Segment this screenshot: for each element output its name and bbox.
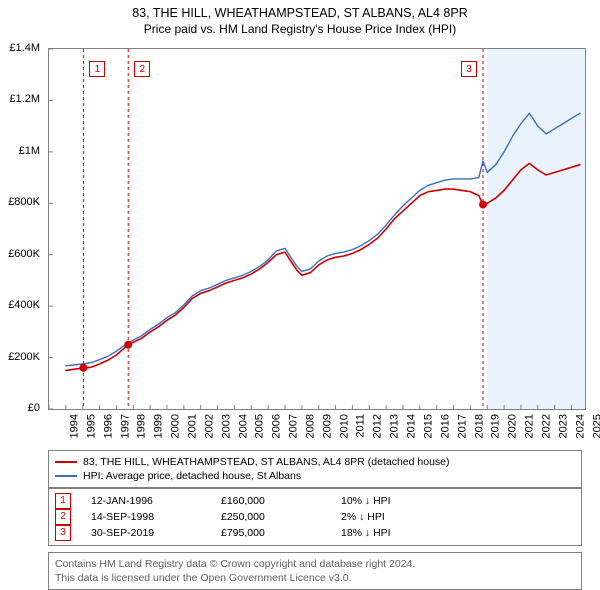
transaction-date: 14-SEP-1998 [91, 510, 221, 524]
legend-row: 83, THE HILL, WHEATHAMPSTEAD, ST ALBANS,… [55, 455, 575, 469]
x-tick-label: 2021 [524, 414, 536, 438]
transaction-delta: 10% ↓ HPI [341, 494, 461, 508]
transaction-row: 2 14-SEP-1998£250,0002% ↓ HPI [55, 509, 575, 525]
x-tick-label: 2011 [354, 414, 366, 438]
transaction-price: £160,000 [221, 494, 341, 508]
x-tick-label: 2023 [557, 414, 569, 438]
y-tick-label: £200K [8, 351, 40, 363]
x-tick-label: 2015 [422, 414, 434, 438]
transaction-price: £795,000 [221, 526, 341, 540]
y-tick-label: £0 [28, 402, 40, 414]
license-line-2: This data is licensed under the Open Gov… [55, 571, 575, 585]
x-tick-label: 2020 [507, 414, 519, 438]
title-line-1: 83, THE HILL, WHEATHAMPSTEAD, ST ALBANS,… [0, 6, 600, 22]
x-tick-label: 2019 [490, 414, 502, 438]
transaction-marker-badge: 3 [461, 61, 477, 77]
legend-swatch [55, 475, 77, 477]
transaction-price: £250,000 [221, 510, 341, 524]
transaction-date: 12-JAN-1996 [91, 494, 221, 508]
x-tick-label: 2003 [220, 414, 232, 438]
y-tick-label: £600K [8, 248, 40, 260]
x-tick-label: 2024 [574, 414, 586, 438]
chart-title: 83, THE HILL, WHEATHAMPSTEAD, ST ALBANS,… [0, 0, 600, 37]
y-tick-label: £1.2M [9, 93, 40, 105]
x-tick-label: 2013 [389, 414, 401, 438]
transaction-marker-badge: 1 [89, 61, 105, 77]
x-tick-label: 2017 [456, 414, 468, 438]
transaction-marker-badge: 2 [134, 61, 150, 77]
x-tick-label: 2001 [186, 414, 198, 438]
license-notice: Contains HM Land Registry data © Crown c… [48, 552, 582, 590]
y-tick-label: £400K [8, 299, 40, 311]
y-tick-label: £1.4M [9, 42, 40, 54]
transaction-date: 30-SEP-2019 [91, 526, 221, 540]
transaction-badge: 2 [55, 509, 71, 525]
x-tick-label: 1995 [85, 414, 97, 438]
x-tick-label: 2012 [372, 414, 384, 438]
transaction-delta: 2% ↓ HPI [341, 510, 461, 524]
legend-label: HPI: Average price, detached house, St A… [83, 469, 301, 483]
x-tick-label: 2008 [304, 414, 316, 438]
x-tick-label: 2006 [271, 414, 283, 438]
y-tick-label: £800K [8, 196, 40, 208]
x-tick-label: 2025 [591, 414, 600, 438]
legend-label: 83, THE HILL, WHEATHAMPSTEAD, ST ALBANS,… [83, 455, 450, 469]
x-tick-label: 2004 [237, 414, 249, 438]
legend-swatch [55, 461, 77, 463]
x-tick-label: 1997 [119, 414, 131, 438]
title-line-2: Price paid vs. HM Land Registry's House … [0, 22, 600, 37]
x-tick-label: 2002 [203, 414, 215, 438]
license-line-1: Contains HM Land Registry data © Crown c… [55, 557, 575, 571]
x-tick-label: 2022 [540, 414, 552, 438]
transaction-badge: 1 [55, 493, 71, 509]
x-tick-label: 2014 [406, 414, 418, 438]
x-tick-label: 1999 [153, 414, 165, 438]
y-tick-label: £1M [19, 145, 40, 157]
x-tick-label: 2000 [170, 414, 182, 438]
chart-svg [49, 49, 585, 409]
x-tick-label: 2016 [439, 414, 451, 438]
transaction-row: 1 12-JAN-1996£160,00010% ↓ HPI [55, 493, 575, 509]
x-tick-label: 2005 [254, 414, 266, 438]
x-axis-labels: 1994 1995 1996 1997 1998 1999 2000 2001 2002 2003… [48, 410, 584, 450]
legend: 83, THE HILL, WHEATHAMPSTEAD, ST ALBANS,… [48, 450, 582, 488]
x-tick-label: 2007 [288, 414, 300, 438]
legend-row: HPI: Average price, detached house, St A… [55, 469, 575, 483]
x-tick-label: 1994 [68, 414, 80, 438]
x-tick-label: 1996 [102, 414, 114, 438]
chart-plot-area: 1 2 3 [48, 48, 586, 410]
x-tick-label: 2009 [321, 414, 333, 438]
y-axis-labels: £0£200K£400K£600K£800K£1M£1.2M£1.4M [0, 48, 44, 408]
transactions-table: 1 12-JAN-1996£160,00010% ↓ HPI 2 14-SEP-199… [48, 488, 582, 546]
transaction-delta: 18% ↓ HPI [341, 526, 461, 540]
x-tick-label: 2010 [338, 414, 350, 438]
x-tick-label: 1998 [136, 414, 148, 438]
transaction-badge: 3 [55, 525, 71, 541]
transaction-row: 3 30-SEP-2019£795,00018% ↓ HPI [55, 525, 575, 541]
x-tick-label: 2018 [473, 414, 485, 438]
